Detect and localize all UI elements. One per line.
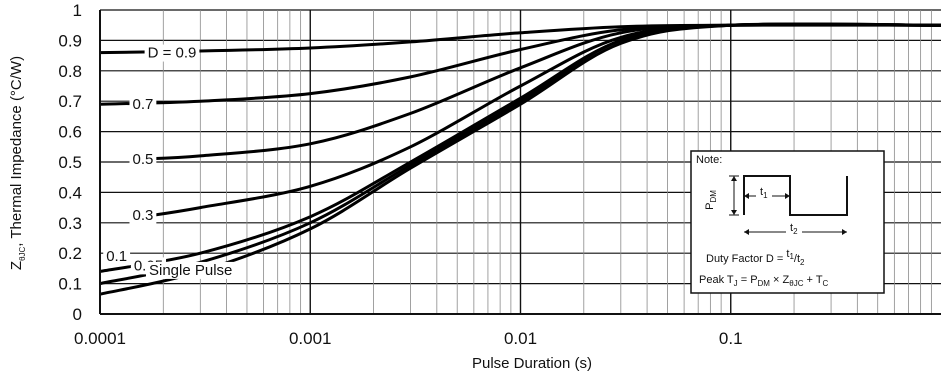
- y-tick-label: 0.1: [58, 275, 82, 294]
- x-axis-label: Pulse Duration (s): [472, 355, 592, 372]
- x-tick-label: 0.0001: [74, 329, 126, 348]
- series-label-bg: [129, 207, 157, 225]
- y-tick-label: 0.4: [58, 183, 82, 202]
- y-tick-label: 0.9: [58, 31, 82, 50]
- y-tick-label: 0.7: [58, 92, 82, 111]
- series-labels: D = 0.90.70.50.30.10.05Single Pulse: [103, 44, 236, 279]
- x-tick-labels: 0.0001 0.001 0.01 0.1: [74, 329, 743, 348]
- x-tick-label: 0.01: [504, 329, 537, 348]
- note-box: Note: PDM t1 t2 Duty Factor D = t1/t2: [690, 150, 885, 294]
- y-tick-label: 0.8: [58, 62, 82, 81]
- axes: [99, 10, 941, 315]
- y-tick-label: 0.3: [58, 214, 82, 233]
- series-label-6: Single Pulse: [149, 262, 232, 279]
- series-label-bg: [145, 261, 236, 279]
- x-tick-label: 0.1: [719, 329, 743, 348]
- y-tick-label: 0.5: [58, 153, 82, 172]
- y-tick-label: 0: [73, 305, 82, 324]
- duty-factor-formula: Duty Factor D = t1/t2: [706, 248, 805, 267]
- y-axis-label: ZθJC, Thermal Impedance (°C/W): [8, 56, 27, 270]
- y-tick-label: 1: [73, 1, 82, 20]
- series-label-bg: [129, 96, 157, 114]
- note-title: Note:: [696, 154, 722, 166]
- peak-tj-formula: Peak TJ = PDM × ZθJC + TC: [699, 274, 829, 288]
- pdm-label: PDM: [704, 190, 718, 210]
- series-label-1: 0.7: [132, 96, 153, 113]
- series-label-bg: [144, 44, 200, 62]
- series-label-bg: [103, 248, 131, 266]
- series-label-3: 0.3: [132, 207, 153, 224]
- series-label-4: 0.1: [106, 248, 127, 265]
- series-label-2: 0.5: [132, 151, 153, 168]
- y-tick-label: 0.6: [58, 123, 82, 142]
- x-tick-label: 0.001: [289, 329, 332, 348]
- series-label-bg: [129, 150, 157, 168]
- series-label-0: D = 0.9: [148, 45, 197, 62]
- y-tick-labels: 0 0.1 0.2 0.3 0.4 0.5 0.6 0.7 0.8 0.9 1: [58, 1, 82, 324]
- t1-label: t1: [760, 186, 768, 200]
- t2-label: t2: [790, 222, 798, 236]
- y-tick-label: 0.2: [58, 244, 82, 263]
